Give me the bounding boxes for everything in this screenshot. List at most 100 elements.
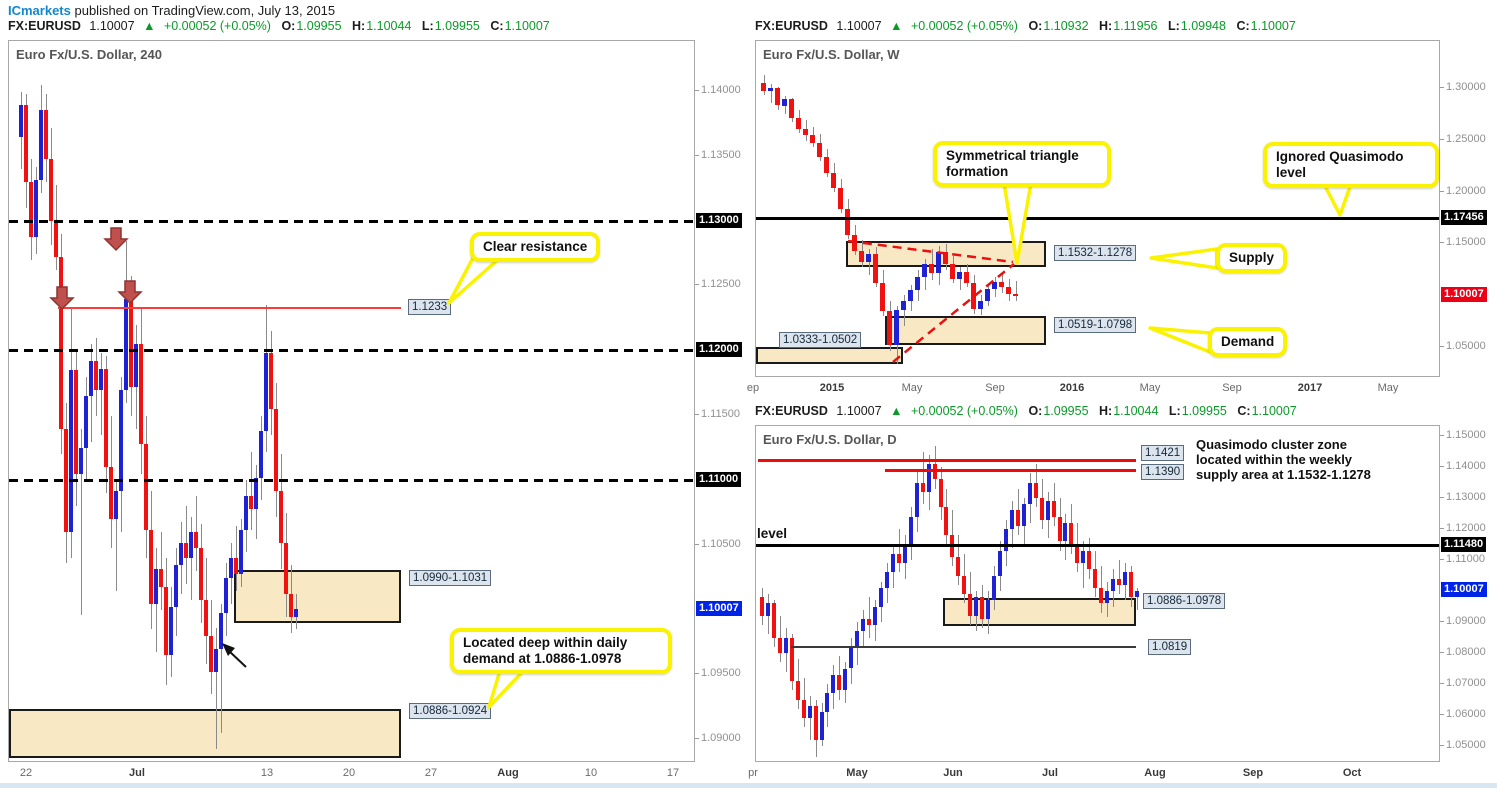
candle <box>760 597 764 616</box>
candle-wick <box>851 637 853 684</box>
candle-wick <box>186 506 187 585</box>
candle-wick <box>910 285 912 311</box>
candle-wick <box>1011 501 1013 548</box>
close-label: C: <box>490 19 504 33</box>
candle-wick <box>136 324 137 429</box>
price-range-label: 1.0519-1.0798 <box>1054 317 1137 333</box>
candle <box>932 463 937 480</box>
price-level-line <box>9 349 694 353</box>
candle-wick <box>251 451 252 530</box>
candle-wick <box>1124 563 1126 601</box>
price-tick-label: 1.12000 <box>1440 521 1486 534</box>
candle <box>134 344 138 388</box>
candle <box>1015 510 1020 526</box>
candle <box>1006 287 1011 295</box>
open-value: 1.09955 <box>296 19 342 33</box>
candle <box>139 344 143 445</box>
chart-title-4h: Euro Fx/U.S. Dollar, 240 <box>16 47 162 62</box>
icmarkets-link[interactable]: ICmarkets <box>8 3 71 18</box>
candle <box>1087 550 1092 570</box>
price-level-line <box>9 219 694 223</box>
supply-demand-zone <box>756 346 903 365</box>
candle-wick <box>869 597 871 638</box>
price-tick-label: 1.10007 <box>1441 582 1487 598</box>
candle <box>1105 591 1110 604</box>
candle <box>239 529 243 574</box>
price-tick-label: 1.14000 <box>1440 459 1486 472</box>
candle-wick <box>980 295 982 316</box>
candle <box>962 575 967 595</box>
candle <box>274 409 278 491</box>
note-line: Quasimodo cluster zone <box>1196 437 1347 452</box>
high-label: H: <box>1099 404 1113 418</box>
candle-wick <box>959 266 961 291</box>
candle <box>1027 482 1032 505</box>
candle-wick <box>966 264 968 288</box>
price-tick-label: 1.09000 <box>695 732 741 745</box>
price-tick-label: 1.25000 <box>1440 133 1486 146</box>
time-tick-label: Jun <box>943 767 963 779</box>
candle <box>44 109 48 159</box>
candle-wick <box>151 490 152 630</box>
callout-tail-symmetrical <box>1002 181 1033 265</box>
candle-wick <box>81 428 82 616</box>
candle-wick <box>840 178 842 213</box>
candle <box>956 556 961 576</box>
candle <box>1117 578 1121 585</box>
candle <box>74 370 78 474</box>
candle <box>194 532 198 548</box>
candle-wick <box>763 74 765 96</box>
price-level-line <box>758 459 1136 462</box>
candle <box>254 477 258 509</box>
candle <box>866 254 871 263</box>
last-price: 1.10007 <box>836 19 882 33</box>
candle-wick <box>934 446 936 489</box>
candle <box>1075 544 1080 564</box>
close-label: C: <box>1237 404 1251 418</box>
candle-wick <box>106 355 107 494</box>
candle-wick <box>854 225 856 256</box>
candle <box>838 188 843 209</box>
candle-wick <box>86 376 87 481</box>
low-label: L: <box>421 19 434 33</box>
candle-wick <box>868 248 870 275</box>
candle <box>783 637 788 653</box>
candle <box>184 542 188 559</box>
price-level-line <box>58 307 401 310</box>
open-value: 1.10932 <box>1043 19 1089 33</box>
candle-wick <box>286 512 287 617</box>
candle-wick <box>881 581 882 622</box>
open-label: O: <box>281 19 296 33</box>
candle-wick <box>821 702 823 746</box>
candle-wick <box>196 495 197 572</box>
candle-wick <box>296 594 297 630</box>
candle <box>94 361 98 390</box>
note-line: located within the weekly <box>1196 452 1353 467</box>
candle-wick <box>976 591 978 632</box>
candle-wick <box>875 246 877 288</box>
triangle-upper-trendline <box>847 239 1014 264</box>
candle-wick <box>1113 569 1115 607</box>
candle <box>914 482 919 517</box>
supply-demand-zone <box>9 708 401 758</box>
candle <box>99 368 103 390</box>
candle <box>992 282 997 290</box>
callout-demand: Demand <box>1208 327 1288 357</box>
price-scale-weekly: 1.30000 1.25000 1.20000 1.17456 1.15000 1.100… <box>1440 40 1497 377</box>
time-tick-label: 27 <box>424 767 438 779</box>
candle-wick <box>779 615 781 663</box>
down-arrow-icon <box>49 286 75 311</box>
candle-wick <box>1015 280 1017 301</box>
last-price: 1.10007 <box>89 19 135 33</box>
price-level-line <box>885 468 1136 472</box>
low-value: 1.09955 <box>1181 404 1227 418</box>
quasimodo-cluster-note: Quasimodo cluster zone located within th… <box>1196 437 1446 482</box>
candle-wick <box>903 295 905 327</box>
candle <box>817 142 822 158</box>
callout-clear-resistance: Clear resistance <box>470 232 601 262</box>
high-value: 1.10044 <box>1113 404 1159 418</box>
price-range-label: 1.0886-1.0924 <box>409 703 492 719</box>
candle-wick <box>1023 498 1025 545</box>
candle <box>34 179 38 237</box>
